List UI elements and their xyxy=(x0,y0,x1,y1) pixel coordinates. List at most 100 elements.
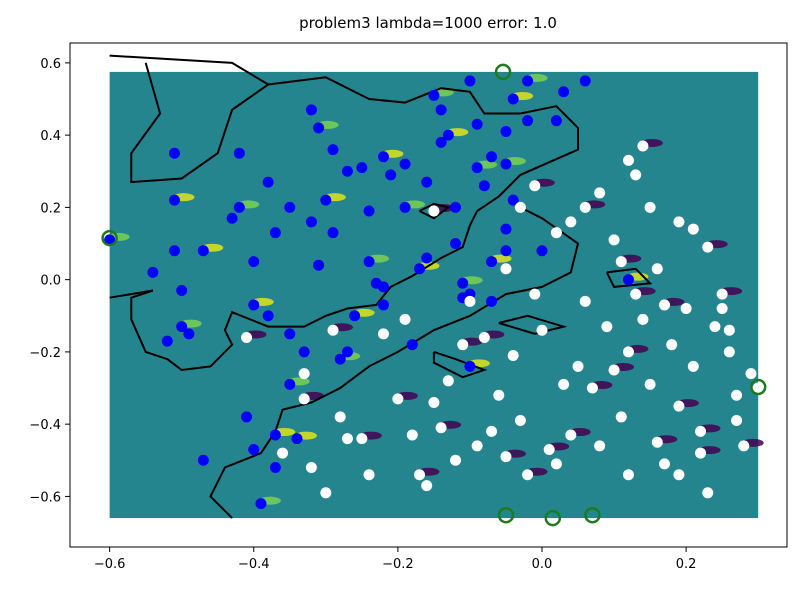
blue-point xyxy=(442,129,454,141)
boundary-line xyxy=(419,202,451,220)
blue-point xyxy=(377,299,389,311)
white-point xyxy=(334,411,346,423)
white-point xyxy=(630,169,642,181)
white-point xyxy=(673,400,685,412)
white-point xyxy=(644,201,656,213)
y-axis: 0.6 0.4 0.2 0.0 −0.2 −0.4 −0.6 xyxy=(29,57,70,505)
boundary-line xyxy=(109,54,579,372)
blue-point xyxy=(406,339,418,351)
white-point xyxy=(277,447,289,459)
white-point xyxy=(601,321,613,333)
white-point xyxy=(565,216,577,228)
white-point xyxy=(702,487,714,499)
white-point xyxy=(615,411,627,423)
support-vector-point xyxy=(749,378,767,396)
blue-point xyxy=(269,429,281,441)
x-tick-label: −0.4 xyxy=(238,557,270,572)
y-tick-label: −0.4 xyxy=(29,418,61,433)
blue-point xyxy=(168,194,180,206)
white-point xyxy=(673,469,685,481)
x-tick-label: 0.0 xyxy=(532,557,553,572)
white-point xyxy=(586,382,598,394)
blue-point xyxy=(413,263,425,275)
white-point xyxy=(298,393,310,405)
white-point xyxy=(356,433,368,445)
white-point xyxy=(464,295,476,307)
blue-point xyxy=(233,201,245,213)
white-point xyxy=(514,201,526,213)
data-points xyxy=(101,63,767,527)
white-point xyxy=(572,360,584,372)
support-vector-point xyxy=(101,229,118,247)
blue-point xyxy=(486,295,498,307)
white-point xyxy=(673,216,685,228)
y-tick-label: −0.2 xyxy=(29,346,61,361)
white-point xyxy=(687,223,699,235)
white-point xyxy=(486,425,498,437)
blue-point xyxy=(500,158,512,170)
boundary-line xyxy=(432,350,488,379)
white-point xyxy=(341,433,353,445)
blue-point xyxy=(385,169,397,181)
blue-point xyxy=(226,212,238,224)
white-point xyxy=(687,360,699,372)
blue-point xyxy=(507,93,519,105)
blue-point xyxy=(377,151,389,163)
blue-point xyxy=(341,165,353,177)
blue-point xyxy=(471,162,483,174)
blue-point xyxy=(428,89,440,101)
blue-point xyxy=(341,346,353,358)
white-point xyxy=(500,263,512,275)
white-point xyxy=(622,346,634,358)
x-tick-label: −0.6 xyxy=(94,557,126,572)
decision-boundary xyxy=(109,54,653,519)
white-point xyxy=(363,469,375,481)
boundary-line xyxy=(498,314,568,335)
blue-point xyxy=(233,147,245,159)
white-point xyxy=(702,241,714,253)
y-tick-label: 0.0 xyxy=(40,274,61,289)
blue-point xyxy=(327,227,339,239)
white-point xyxy=(522,469,534,481)
blue-point xyxy=(421,252,433,264)
blue-point xyxy=(269,462,281,474)
blue-point xyxy=(500,126,512,138)
y-tick-label: 0.6 xyxy=(40,57,61,72)
white-point xyxy=(399,313,411,325)
y-tick-label: −0.6 xyxy=(29,490,61,505)
white-point xyxy=(320,487,332,499)
white-point xyxy=(651,436,663,448)
white-point xyxy=(637,313,649,325)
white-point xyxy=(695,425,707,437)
chart-title: problem3 lambda=1000 error: 1.0 xyxy=(299,14,557,32)
white-point xyxy=(514,415,526,427)
white-point xyxy=(658,458,670,470)
white-point xyxy=(529,180,541,192)
white-point xyxy=(745,368,757,380)
blue-point xyxy=(363,256,375,268)
white-point xyxy=(406,429,418,441)
blue-point xyxy=(558,86,570,98)
white-point xyxy=(305,462,317,474)
blue-point xyxy=(161,335,173,347)
blue-point xyxy=(450,238,462,250)
blue-point xyxy=(457,277,469,289)
white-point xyxy=(594,440,606,452)
blue-point xyxy=(248,299,260,311)
white-point xyxy=(723,346,735,358)
white-point xyxy=(529,288,541,300)
blue-point xyxy=(450,201,462,213)
white-point xyxy=(594,187,606,199)
blue-point xyxy=(486,151,498,163)
blue-point xyxy=(327,144,339,156)
blue-point xyxy=(500,245,512,257)
background-region xyxy=(109,71,759,519)
blue-point xyxy=(291,433,303,445)
white-point xyxy=(651,263,663,275)
white-point xyxy=(450,454,462,466)
white-point xyxy=(680,303,692,315)
blue-point xyxy=(305,216,317,228)
white-point xyxy=(565,429,577,441)
white-point xyxy=(298,368,310,380)
